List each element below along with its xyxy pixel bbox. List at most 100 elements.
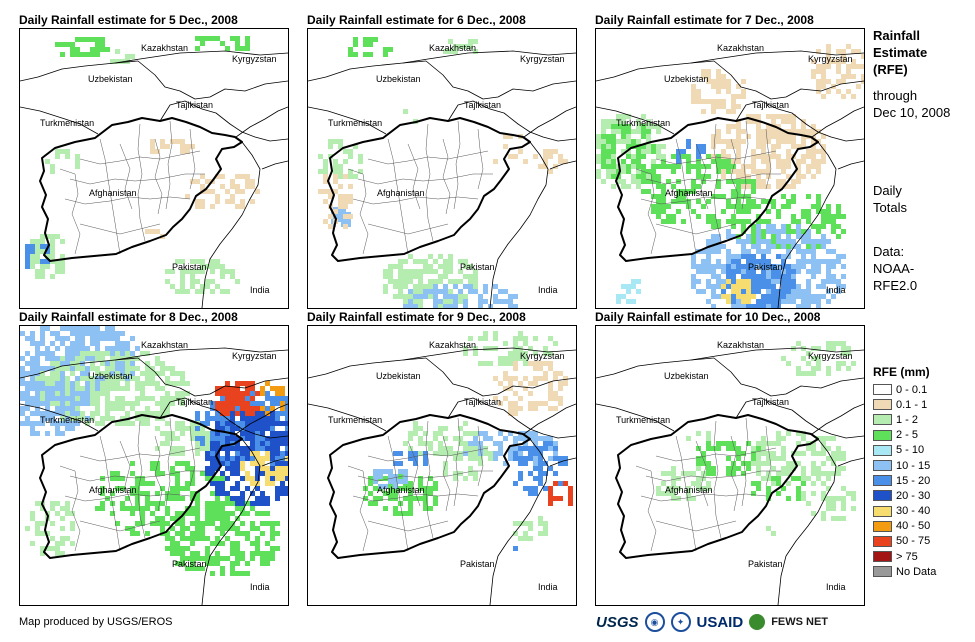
rain-cell bbox=[80, 416, 85, 421]
rain-cell bbox=[40, 381, 45, 386]
border-line bbox=[308, 403, 387, 432]
border-line bbox=[695, 143, 709, 210]
rain-cell bbox=[165, 411, 170, 416]
rain-cell bbox=[621, 124, 626, 129]
rain-cell bbox=[796, 159, 801, 164]
rain-cell bbox=[821, 209, 826, 214]
rain-cell bbox=[776, 294, 781, 299]
fews-net-logo: FEWS NET bbox=[771, 616, 829, 628]
border-line bbox=[20, 403, 99, 432]
rain-cell bbox=[716, 294, 721, 299]
rain-cell bbox=[756, 224, 761, 229]
rain-cell bbox=[105, 416, 110, 421]
rain-cell bbox=[75, 381, 80, 386]
rain-cell bbox=[155, 466, 160, 471]
rain-cell bbox=[826, 341, 831, 346]
rain-cell bbox=[596, 134, 601, 139]
rain-cell bbox=[115, 396, 120, 401]
rain-cell bbox=[160, 406, 165, 411]
rain-cell bbox=[110, 331, 115, 336]
rain-cell bbox=[801, 299, 806, 304]
rain-cell bbox=[776, 134, 781, 139]
rain-cell bbox=[80, 371, 85, 376]
rain-cell bbox=[220, 264, 225, 269]
rain-cell bbox=[368, 37, 373, 42]
rain-cell bbox=[433, 284, 438, 289]
rain-cell bbox=[270, 531, 275, 536]
rain-cell bbox=[100, 361, 105, 366]
rain-cell bbox=[195, 506, 200, 511]
rain-cell bbox=[533, 486, 538, 491]
rain-cell bbox=[736, 304, 741, 308]
rain-cell bbox=[443, 304, 448, 308]
rain-cell bbox=[260, 521, 265, 526]
rain-cell bbox=[393, 511, 398, 516]
rain-cell bbox=[120, 501, 125, 506]
rain-cell bbox=[731, 109, 736, 114]
rain-cell bbox=[428, 264, 433, 269]
rain-cell bbox=[65, 366, 70, 371]
rain-cell bbox=[175, 259, 180, 264]
rain-cell bbox=[318, 169, 323, 174]
rain-cell bbox=[696, 89, 701, 94]
rain-cell bbox=[646, 144, 651, 149]
map-panel-dec-9: Daily Rainfall estimate for 9 Dec., 2008… bbox=[307, 309, 594, 609]
rain-cell bbox=[771, 531, 776, 536]
rain-cell bbox=[220, 274, 225, 279]
rain-cell bbox=[631, 164, 636, 169]
rain-cell bbox=[215, 481, 220, 486]
rain-cell bbox=[493, 299, 498, 304]
rain-cell bbox=[741, 244, 746, 249]
through-label: through bbox=[873, 88, 918, 103]
rain-cell bbox=[611, 169, 616, 174]
rain-cell bbox=[791, 214, 796, 219]
country-borders bbox=[596, 347, 864, 605]
rain-cell bbox=[140, 371, 145, 376]
rain-cell bbox=[265, 556, 270, 561]
rain-cell bbox=[220, 426, 225, 431]
rain-cell bbox=[205, 466, 210, 471]
rain-cell bbox=[766, 284, 771, 289]
rain-cell bbox=[696, 154, 701, 159]
rain-cell bbox=[786, 274, 791, 279]
rain-cell bbox=[45, 254, 50, 259]
rain-cell bbox=[701, 461, 706, 466]
rain-cell bbox=[538, 516, 543, 521]
rain-cell bbox=[413, 284, 418, 289]
rain-cell bbox=[751, 179, 756, 184]
rain-cell bbox=[125, 411, 130, 416]
rain-cell bbox=[423, 441, 428, 446]
rain-cell bbox=[771, 456, 776, 461]
rain-cell bbox=[195, 289, 200, 294]
rain-cell bbox=[811, 124, 816, 129]
rain-cell bbox=[50, 244, 55, 249]
rain-cell bbox=[245, 41, 250, 46]
rain-cell bbox=[543, 346, 548, 351]
rain-cell bbox=[836, 516, 841, 521]
rain-cell bbox=[841, 346, 846, 351]
rain-cell bbox=[285, 406, 288, 411]
rain-cell bbox=[796, 234, 801, 239]
rain-cell bbox=[160, 371, 165, 376]
map-credit: Map produced by USGS/EROS bbox=[19, 616, 173, 628]
rain-cell bbox=[235, 391, 240, 396]
rain-cell bbox=[338, 144, 343, 149]
rain-cell bbox=[721, 164, 726, 169]
rain-cell bbox=[280, 436, 285, 441]
rain-cell bbox=[781, 204, 786, 209]
rain-cell bbox=[826, 264, 831, 269]
rain-cell bbox=[796, 174, 801, 179]
rain-cell bbox=[265, 426, 270, 431]
rain-cell bbox=[741, 299, 746, 304]
rain-cell bbox=[50, 416, 55, 421]
rain-cell bbox=[543, 401, 548, 406]
rain-cell bbox=[200, 526, 205, 531]
rain-cell bbox=[150, 511, 155, 516]
rain-cell bbox=[801, 259, 806, 264]
rain-cell bbox=[806, 299, 811, 304]
rain-cell bbox=[513, 351, 518, 356]
rain-cell bbox=[220, 511, 225, 516]
rain-cell bbox=[130, 421, 135, 426]
rain-cell bbox=[30, 401, 35, 406]
rain-cell bbox=[250, 501, 255, 506]
